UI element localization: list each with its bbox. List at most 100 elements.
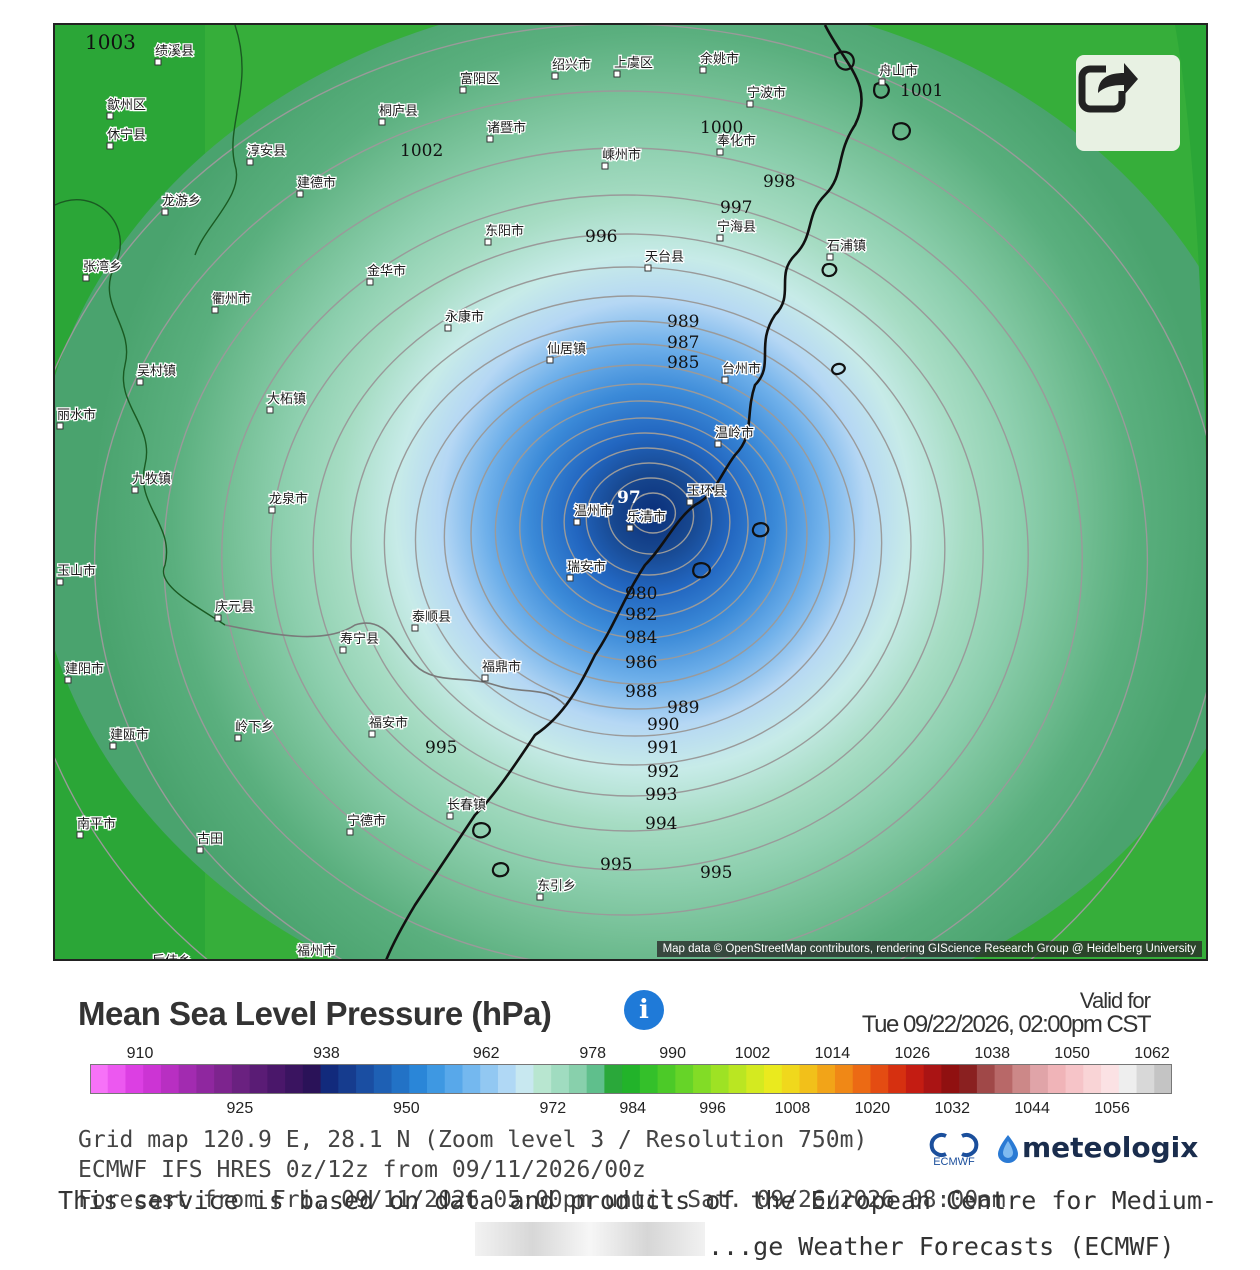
isobar-label: 997 (720, 198, 752, 218)
scale-swatch (249, 1064, 268, 1094)
place-label: 福鼎市 (482, 659, 521, 675)
isobar-label: 995 (425, 738, 457, 758)
isobar-ring (383, 320, 883, 766)
isobar-label: 996 (585, 227, 617, 247)
scale-top-ticks: 910 938 962 978 990 1002 1014 1026 1038 1050 1062 (127, 1045, 1170, 1062)
place-marker (266, 406, 274, 414)
place-label: 东阳市 (485, 223, 524, 239)
place-marker (411, 624, 419, 632)
scale-tick-label: 938 (313, 1045, 340, 1062)
scale-swatch (568, 1064, 588, 1094)
scale-swatch (1047, 1064, 1067, 1094)
scale-swatch (214, 1064, 233, 1094)
place-marker (446, 812, 454, 820)
scale-swatch (781, 1064, 801, 1094)
share-button[interactable] (1076, 55, 1180, 151)
meteologix-logo[interactable]: meteologix (994, 1131, 1198, 1164)
scale-swatch (338, 1064, 357, 1094)
isobar-label: 995 (600, 855, 632, 875)
isobar-ring (470, 383, 808, 685)
place-label: 宁德市 (347, 813, 386, 829)
scale-tick-label: 1038 (974, 1045, 1010, 1062)
place-marker (211, 306, 219, 314)
place-label: 建瓯市 (110, 727, 149, 743)
place-marker (296, 190, 304, 198)
scale-swatch (1101, 1064, 1120, 1094)
place-marker (826, 253, 834, 261)
scale-swatch (231, 1064, 251, 1094)
scale-swatch (586, 1064, 605, 1094)
scale-swatch (107, 1064, 127, 1094)
forecast-range-line: Forecast from Fri. 09/11/2026 05:00pm un… (78, 1187, 1006, 1213)
place-marker (56, 578, 64, 586)
isobar-ring (94, 90, 1148, 959)
place-marker (82, 274, 90, 282)
place-marker (56, 422, 64, 430)
scale-swatch (533, 1064, 552, 1094)
legend-title: Mean Sea Level Pressure (hPa) (78, 995, 552, 1032)
place-marker (444, 324, 452, 332)
scale-swatch (90, 1064, 109, 1094)
place-label: 衢州市 (212, 291, 251, 307)
place-label: 福安市 (369, 715, 408, 731)
right-margin-green (1175, 25, 1206, 458)
isobar-ring (350, 295, 912, 797)
scale-swatch (693, 1064, 712, 1094)
scale-swatch (905, 1064, 925, 1094)
scale-swatch (639, 1064, 659, 1094)
place-label: 龙泉市 (269, 491, 308, 507)
isobar-label: 986 (625, 653, 657, 673)
scale-swatch (675, 1064, 694, 1094)
pressure-map[interactable]: 1003 1002 1001 1000 998 997 996 995 995 995 994 993… (53, 23, 1208, 961)
place-marker (296, 958, 304, 959)
isobar-label: 97 (617, 488, 641, 508)
place-label: 石浦镇 (827, 239, 866, 254)
ecmwf-text: ECMWF (933, 1156, 975, 1166)
scale-swatch (1083, 1064, 1102, 1094)
place-marker (339, 646, 347, 654)
isobar-label: 992 (647, 762, 679, 782)
scale-bottom-ticks: 925 950 972 984 996 1008 1020 1032 1044 1056 (227, 1100, 1130, 1117)
scale-swatch (1136, 1064, 1155, 1094)
place-marker (64, 676, 72, 684)
scale-tick-label: 910 (127, 1045, 154, 1062)
scale-swatch (959, 1064, 978, 1094)
scale-swatch (923, 1064, 943, 1094)
meteologix-icon (998, 1134, 1018, 1163)
place-label: 吴村镇 (137, 364, 176, 379)
place-marker (573, 518, 581, 526)
place-label: 舟山市 (879, 63, 918, 79)
place-label: 金华市 (367, 263, 406, 279)
scale-tick-label: 972 (539, 1100, 566, 1117)
isobar-ring (443, 364, 831, 710)
place-marker (716, 234, 724, 242)
scale-swatch (1030, 1064, 1049, 1094)
place-marker (644, 264, 652, 272)
isobar-ring (494, 400, 788, 662)
isobar-ring (270, 233, 984, 871)
county-borders (55, 25, 243, 626)
scale-swatch (373, 1064, 393, 1094)
scale-swatch (604, 1064, 623, 1094)
place-marker (484, 238, 492, 246)
isobar-label: 988 (625, 682, 657, 702)
ecmwf-logo[interactable]: ECMWF (926, 1132, 982, 1168)
valid-time: Tue 09/22/2026, 02:00pm CST (861, 1011, 1152, 1038)
place-label: 天台县 (645, 250, 684, 265)
place-label: 诸暨市 (487, 120, 526, 136)
isobar-ring (585, 462, 713, 576)
info-icon[interactable]: i (624, 990, 664, 1030)
place-label: 丽水市 (57, 407, 96, 423)
scale-tick-label: 996 (699, 1100, 726, 1117)
scale-swatch (143, 1064, 162, 1094)
isobar-ring (629, 492, 677, 534)
place-label: 泰顺县 (412, 610, 451, 625)
coastline-islands (472, 50, 911, 878)
place-marker (234, 734, 242, 742)
scale-swatch (941, 1064, 960, 1094)
province-border (224, 622, 566, 706)
scale-swatch (852, 1064, 872, 1094)
isobar-ring (563, 447, 731, 597)
map-attribution: Map data © OpenStreetMap contributors, r… (656, 941, 1202, 957)
isobar-label: 993 (645, 785, 677, 805)
